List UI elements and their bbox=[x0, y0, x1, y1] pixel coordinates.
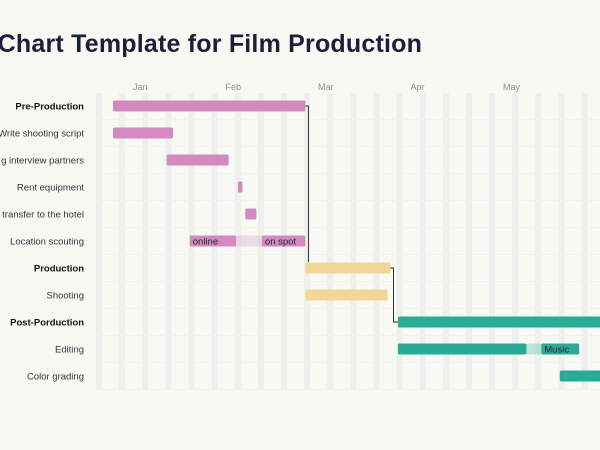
grid-week-stripe bbox=[119, 93, 126, 390]
task-bar bbox=[305, 262, 391, 274]
phase-label: Post-Porduction bbox=[10, 318, 84, 329]
task-label: g interview partners bbox=[1, 156, 84, 167]
task-bar bbox=[166, 154, 229, 166]
grid-week-stripe bbox=[257, 93, 264, 390]
grid-week-stripe bbox=[512, 93, 519, 390]
task-bar bbox=[541, 343, 580, 355]
task-label: Color grading bbox=[27, 372, 84, 383]
grid-week-stripe bbox=[234, 93, 241, 390]
month-label: Feb bbox=[226, 82, 242, 92]
task-bar bbox=[189, 235, 237, 247]
bar-segment-label: Music bbox=[544, 345, 569, 356]
grid-week-stripe bbox=[489, 93, 496, 390]
grid-week-stripe bbox=[466, 93, 472, 390]
task-bar bbox=[113, 100, 306, 112]
task-bar bbox=[559, 370, 600, 382]
chart-title: t Chart Template for Film Production bbox=[0, 30, 423, 58]
month-label: May bbox=[503, 82, 521, 92]
grid-week-stripe bbox=[396, 93, 403, 390]
grid-week-stripe bbox=[142, 93, 149, 390]
task-bar bbox=[237, 181, 243, 193]
task-label: transfer to the hotel bbox=[2, 210, 84, 221]
bar-segment-label: online bbox=[193, 237, 218, 248]
bar-segment-label: on spot bbox=[265, 237, 297, 248]
grid-week-stripe bbox=[535, 93, 542, 390]
task-label: Location scouting bbox=[10, 237, 84, 248]
grid-week-stripe bbox=[442, 93, 449, 390]
month-label: Jan bbox=[133, 82, 148, 92]
task-label: Editing bbox=[55, 345, 84, 356]
task-label: Rent equipment bbox=[17, 183, 84, 194]
grid-week-stripe bbox=[350, 93, 357, 390]
month-label: Mar bbox=[318, 82, 334, 92]
grid-week-stripe bbox=[96, 93, 102, 390]
grid-week-stripe bbox=[581, 93, 588, 390]
month-label: Apr bbox=[411, 82, 425, 92]
phase-label: Pre-Production bbox=[15, 102, 84, 113]
task-label: Shooting bbox=[46, 291, 84, 302]
grid-week-stripe bbox=[419, 93, 426, 390]
task-bar bbox=[261, 235, 306, 247]
task-label: Write shooting script bbox=[0, 129, 84, 140]
task-bar bbox=[113, 127, 174, 139]
dependency-connector bbox=[390, 267, 398, 323]
grid-week-stripe bbox=[558, 93, 565, 390]
phase-label: Production bbox=[34, 264, 84, 275]
task-bar bbox=[397, 316, 600, 328]
bar-gap-segment bbox=[236, 235, 262, 247]
dependency-connector bbox=[305, 105, 309, 262]
grid-week-stripe bbox=[165, 93, 172, 390]
task-bar bbox=[305, 289, 388, 301]
bar-gap-segment bbox=[526, 343, 542, 355]
task-bar bbox=[245, 208, 257, 220]
grid-week-stripe bbox=[304, 93, 311, 390]
task-bar bbox=[397, 343, 527, 355]
grid-week-stripe bbox=[373, 93, 380, 390]
grid-week-stripe bbox=[327, 93, 334, 390]
